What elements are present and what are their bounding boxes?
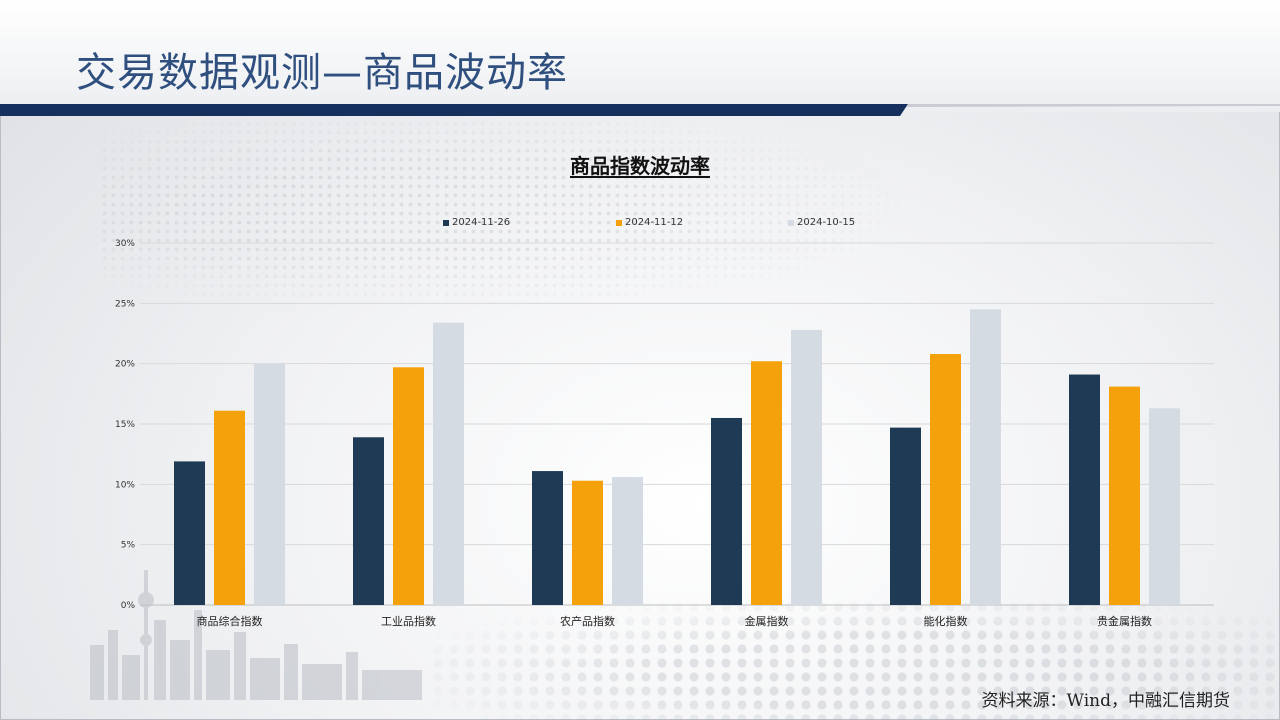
hex-pattern-decoration xyxy=(430,600,1280,720)
chart-title-text: 商品指数波动率 xyxy=(570,154,710,178)
y-tick-label: 20% xyxy=(115,360,135,370)
legend-label-series-3: 2024-10-15 xyxy=(797,217,856,228)
x-tick-label: 能化指数 xyxy=(924,614,968,628)
bar-series-2 xyxy=(572,480,603,605)
legend-swatch-series-2 xyxy=(616,219,622,226)
title-underline-bar xyxy=(0,104,1280,116)
y-tick-label: 10% xyxy=(115,480,135,490)
legend-item-series-3: 2024-10-15 xyxy=(788,217,855,228)
x-tick-label: 金属指数 xyxy=(745,614,789,628)
bar-series-1 xyxy=(711,417,742,605)
source-note: 资料来源：Wind，中融汇信期货 xyxy=(981,691,1230,711)
city-skyline-decoration xyxy=(90,570,422,700)
chart-title: 商品指数波动率 xyxy=(0,150,1280,179)
page-title: 交易数据观测—商品波动率 xyxy=(76,50,568,96)
chart-legend: 2024-11-26 2024-11-12 2024-10-15 xyxy=(0,217,1280,231)
bar-series-2 xyxy=(214,410,245,605)
world-map-dots-decoration xyxy=(100,110,900,310)
bar-series-1 xyxy=(532,471,563,605)
bar-series-3 xyxy=(1149,408,1180,605)
legend-label-series-2: 2024-11-12 xyxy=(625,217,684,228)
bar-series-2 xyxy=(751,361,782,605)
legend-swatch-series-1 xyxy=(443,219,449,226)
bar-series-2 xyxy=(1109,386,1140,605)
y-tick-label: 15% xyxy=(115,420,135,430)
y-tick-label: 25% xyxy=(115,299,135,309)
legend-item-series-2: 2024-11-12 xyxy=(616,217,683,228)
bar-series-1 xyxy=(353,437,384,605)
legend-label-series-1: 2024-11-26 xyxy=(452,217,511,228)
bar-series-3 xyxy=(433,322,464,605)
y-tick-label: 5% xyxy=(121,541,136,551)
y-tick-label: 30% xyxy=(115,239,135,249)
bar-series-3 xyxy=(791,329,822,605)
bar-series-3 xyxy=(254,363,285,605)
x-tick-label: 农产品指数 xyxy=(560,614,615,628)
x-tick-label: 贵金属指数 xyxy=(1097,614,1152,628)
legend-item-series-1: 2024-11-26 xyxy=(443,217,510,228)
bar-series-2 xyxy=(393,367,424,605)
bar-series-2 xyxy=(930,354,961,605)
bar-series-3 xyxy=(970,309,1001,605)
bar-series-1 xyxy=(890,427,921,605)
y-tick-label: 0% xyxy=(121,601,136,611)
x-tick-label: 商品综合指数 xyxy=(197,614,263,628)
bar-series-1 xyxy=(174,461,205,605)
title-band xyxy=(0,0,1280,112)
bar-series-3 xyxy=(612,477,643,605)
legend-swatch-series-3 xyxy=(788,219,794,226)
bar-series-1 xyxy=(1069,374,1100,605)
x-tick-label: 工业品指数 xyxy=(381,614,436,628)
